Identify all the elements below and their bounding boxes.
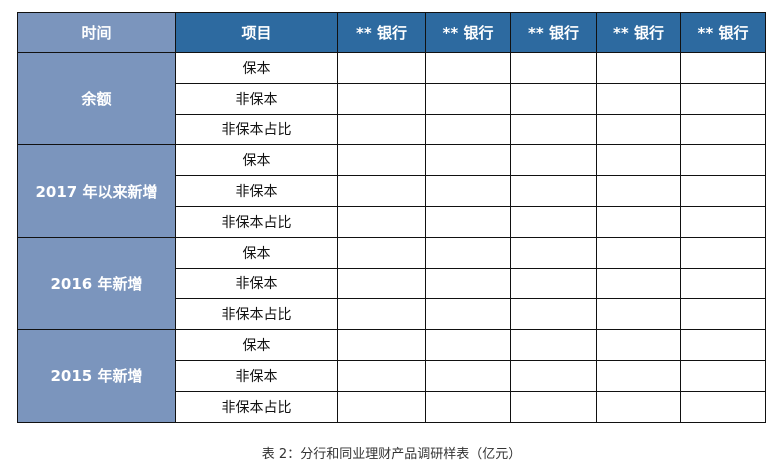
table-row: 非保本 xyxy=(18,267,766,300)
period-cell: 2017 年以来新增 xyxy=(17,144,176,238)
table-row: 非保本占比 xyxy=(18,298,766,331)
value-cell xyxy=(425,144,511,177)
item-cell: 非保本 xyxy=(175,359,338,392)
value-cell xyxy=(510,144,597,177)
header-bank: ** 银行 xyxy=(510,12,597,53)
table-caption: 表 2：分行和同业理财产品调研样表（亿元） xyxy=(261,447,522,462)
table-row: 余额 保本 xyxy=(17,51,766,146)
value-cell xyxy=(510,82,597,115)
table-row: 非保本 xyxy=(18,175,766,207)
value-cell xyxy=(596,298,681,331)
value-cell xyxy=(510,329,597,361)
value-cell xyxy=(510,298,597,331)
value-cell xyxy=(337,298,426,331)
value-cell xyxy=(510,113,597,146)
value-cell xyxy=(596,175,681,207)
value-cell xyxy=(596,236,681,269)
header-bank: ** 银行 xyxy=(337,12,426,53)
value-cell xyxy=(337,175,426,207)
value-cell xyxy=(510,267,597,300)
value-cell xyxy=(425,52,511,84)
value-cell xyxy=(510,175,597,207)
value-cell xyxy=(337,82,426,115)
value-cell xyxy=(425,205,511,238)
value-cell xyxy=(680,298,766,331)
value-cell xyxy=(425,113,511,146)
value-cell xyxy=(680,236,766,269)
value-cell xyxy=(596,113,681,146)
header-bank: ** 银行 xyxy=(680,12,766,53)
value-cell xyxy=(337,267,426,300)
item-cell: 非保本占比 xyxy=(175,298,338,331)
value-cell xyxy=(425,175,511,207)
survey-table: 时间 项目 ** 银行 ** 银行 ** 银行 ** 银行 ** 银行 余额 保本 非保本 非保本… xyxy=(17,12,766,423)
value-cell xyxy=(680,329,766,361)
header-bank: ** 银行 xyxy=(425,12,511,53)
table-row: 非保本 xyxy=(18,82,766,115)
table-row: 非保本占比 xyxy=(18,390,766,423)
value-cell xyxy=(596,359,681,392)
value-cell xyxy=(510,390,597,423)
value-cell xyxy=(425,236,511,269)
item-cell: 保本 xyxy=(175,236,338,269)
value-cell xyxy=(596,82,681,115)
value-cell xyxy=(596,52,681,84)
value-cell xyxy=(680,144,766,177)
value-cell xyxy=(337,144,426,177)
item-cell: 保本 xyxy=(175,144,338,177)
item-cell: 非保本占比 xyxy=(175,205,338,238)
value-cell xyxy=(337,329,426,361)
value-cell xyxy=(425,298,511,331)
value-cell xyxy=(425,359,511,392)
value-cell xyxy=(510,205,597,238)
value-cell xyxy=(510,236,597,269)
value-cell xyxy=(680,82,766,115)
period-cell: 2015 年新增 xyxy=(17,329,176,423)
item-cell: 非保本 xyxy=(175,175,338,207)
item-cell: 保本 xyxy=(175,329,338,361)
value-cell xyxy=(596,329,681,361)
value-cell xyxy=(596,205,681,238)
value-cell xyxy=(425,329,511,361)
item-cell: 非保本占比 xyxy=(175,113,338,146)
value-cell xyxy=(337,113,426,146)
value-cell xyxy=(337,52,426,84)
value-cell xyxy=(510,52,597,84)
header-row: 时间 项目 ** 银行 ** 银行 ** 银行 ** 银行 ** 银行 xyxy=(17,12,766,53)
period-cell: 2016 年新增 xyxy=(17,236,176,331)
item-cell: 保本 xyxy=(175,52,338,84)
value-cell xyxy=(680,359,766,392)
value-cell xyxy=(680,390,766,423)
value-cell xyxy=(596,390,681,423)
header-bank: ** 银行 xyxy=(596,12,681,53)
value-cell xyxy=(596,144,681,177)
table-row: 2015 年新增 保本 xyxy=(17,329,766,423)
item-cell: 非保本 xyxy=(175,267,338,300)
table-row: 2016 年新增 保本 xyxy=(17,236,766,331)
value-cell xyxy=(680,205,766,238)
value-cell xyxy=(425,82,511,115)
value-cell xyxy=(680,52,766,84)
header-time: 时间 xyxy=(17,12,176,53)
value-cell xyxy=(337,236,426,269)
value-cell xyxy=(680,175,766,207)
table-row: 2017 年以来新增 保本 xyxy=(17,144,766,238)
value-cell xyxy=(510,359,597,392)
table-row: 非保本 xyxy=(18,359,766,392)
header-item: 项目 xyxy=(175,12,338,53)
value-cell xyxy=(337,359,426,392)
value-cell xyxy=(425,267,511,300)
value-cell xyxy=(680,267,766,300)
value-cell xyxy=(596,267,681,300)
value-cell xyxy=(680,113,766,146)
period-cell: 余额 xyxy=(17,51,176,146)
value-cell xyxy=(425,390,511,423)
table-row: 非保本占比 xyxy=(18,205,766,238)
value-cell xyxy=(337,205,426,238)
item-cell: 非保本 xyxy=(175,82,338,115)
item-cell: 非保本占比 xyxy=(175,390,338,423)
value-cell xyxy=(337,390,426,423)
